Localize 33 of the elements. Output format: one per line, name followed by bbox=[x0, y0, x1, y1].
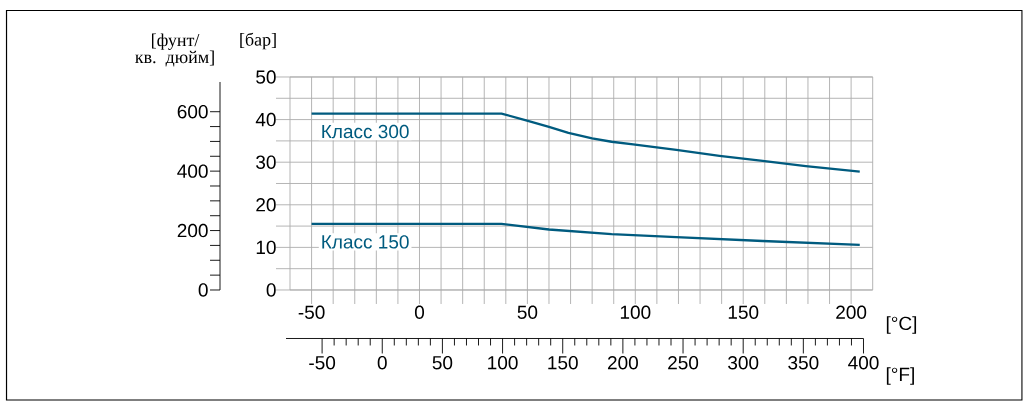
x-tick-label: 200 bbox=[836, 305, 867, 319]
y2-tick-label: 0 bbox=[198, 283, 208, 297]
y2-tick-label: 400 bbox=[177, 164, 208, 178]
x-tick-label: -50 bbox=[298, 305, 325, 319]
x-axis-title: [°C] bbox=[886, 316, 917, 334]
y-tick-label: 0 bbox=[266, 283, 276, 297]
x2-axis-title: [°F] bbox=[886, 367, 914, 385]
x2-tick-label: 400 bbox=[848, 356, 879, 370]
y2-tick-label: 600 bbox=[177, 104, 208, 119]
x-tick-label: 100 bbox=[620, 305, 651, 319]
x2-tick-label: 250 bbox=[668, 356, 699, 370]
series-label: Класс 150 bbox=[322, 235, 409, 249]
line-series bbox=[310, 112, 861, 173]
x2-tick-label: 150 bbox=[548, 356, 578, 370]
y2-axis-title: [фунт/ кв. дюйм] bbox=[135, 33, 214, 67]
x2-tick-label: 300 bbox=[728, 356, 759, 370]
x2-tick-label: 0 bbox=[377, 356, 387, 370]
series-label: Класс 300 bbox=[322, 124, 409, 139]
y2-tick-label: 200 bbox=[177, 223, 208, 238]
y-tick-label: 10 bbox=[256, 240, 276, 255]
y-tick-label: 20 bbox=[256, 198, 276, 212]
x2-tick-label: 50 bbox=[432, 356, 453, 370]
y-tick-label: 40 bbox=[255, 112, 276, 127]
x-tick-label: 0 bbox=[414, 305, 425, 319]
x-tick-label: 50 bbox=[517, 305, 538, 319]
x2-tick-label: 350 bbox=[788, 356, 819, 370]
y-tick-label: 30 bbox=[256, 155, 276, 169]
x2-tick-label: -50 bbox=[309, 356, 336, 370]
y-tick-label: 50 bbox=[256, 70, 276, 84]
y-axis-title: [бар] bbox=[240, 32, 276, 50]
x2-tick-label: 200 bbox=[607, 356, 638, 370]
x2-tick-label: 100 bbox=[488, 356, 518, 370]
x-tick-label: 150 bbox=[728, 305, 759, 319]
